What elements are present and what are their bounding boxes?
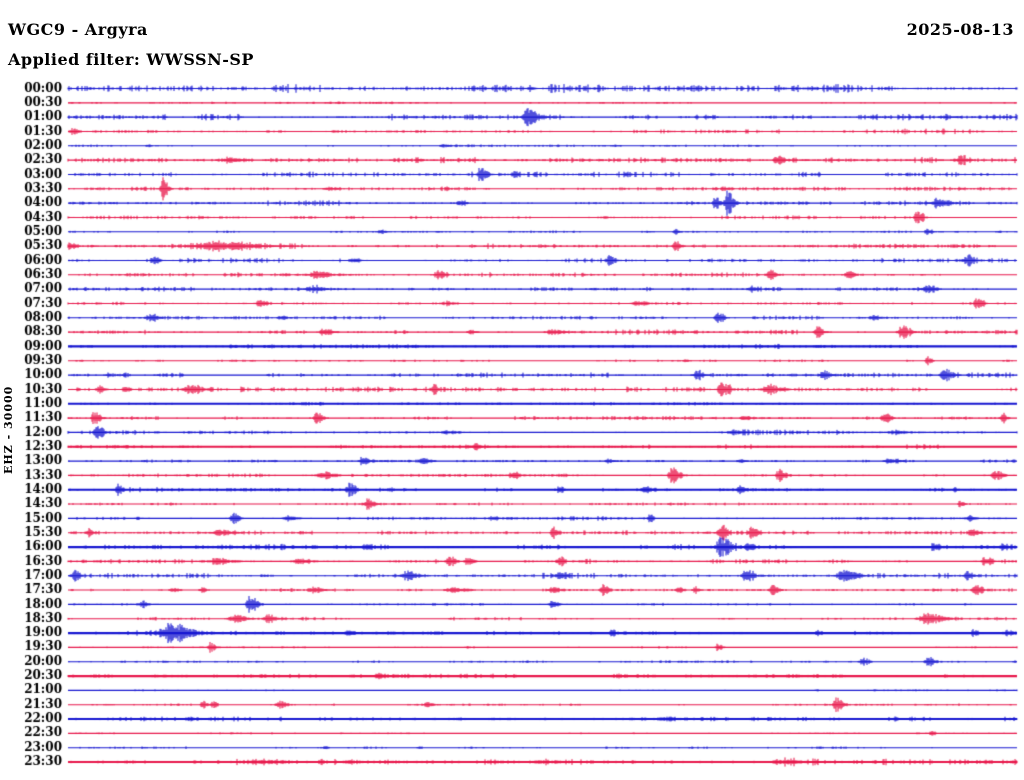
date-label: 2025-08-13 (906, 20, 1014, 39)
y-axis-label: EHZ - 30000 (2, 385, 15, 475)
station-title: WGC9 - Argyra (8, 20, 148, 39)
filter-label: Applied filter: WWSSN-SP (8, 50, 254, 69)
